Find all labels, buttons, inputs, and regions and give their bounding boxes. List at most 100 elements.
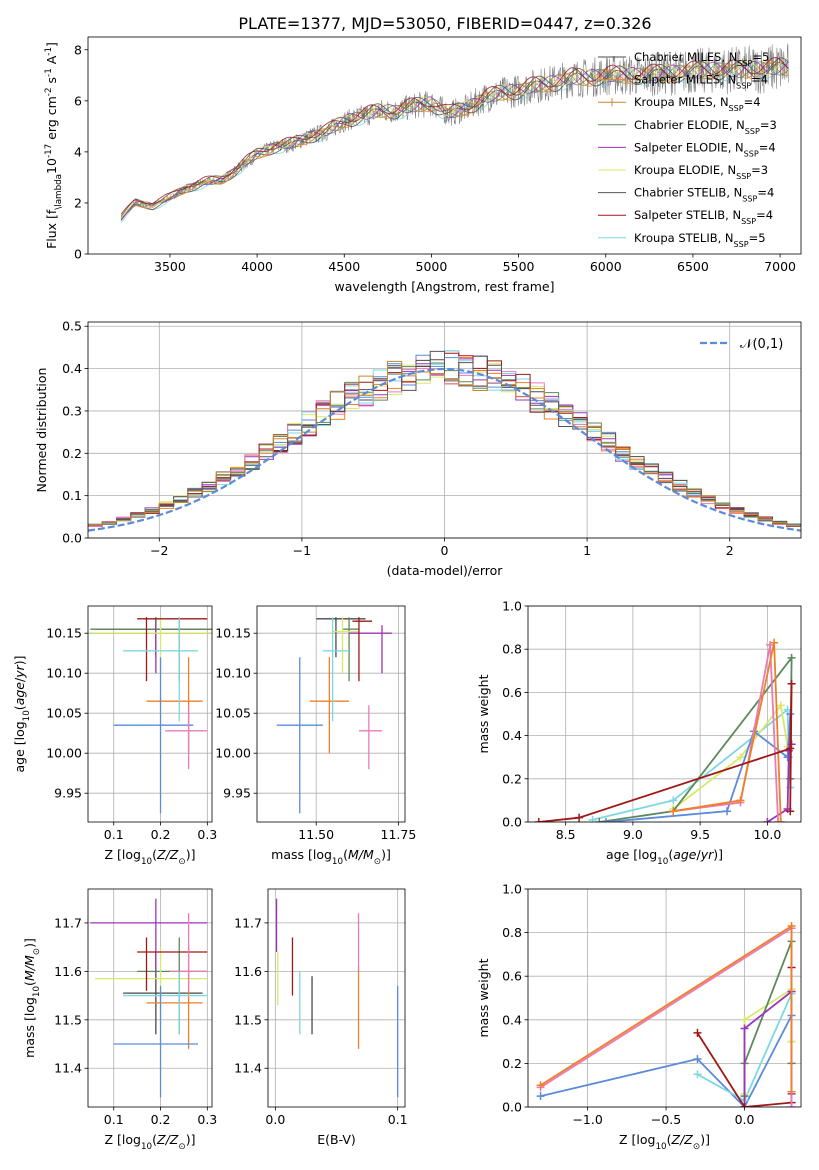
y-tick-label: 0.3 [62, 403, 82, 418]
panel-spectrum: 3500 4000 4500 5000 5500 6000 6500 7000 0 2 4 6 8 wav… [44, 36, 802, 294]
y-axis-label: mass weight [476, 674, 491, 753]
y-tick-label: 0.2 [502, 1056, 522, 1071]
panel-weight_vs_Z: −1.0 −0.5 0.0 0.0 0.2 0.4 0.6 0.8 1.0 Z [log10(Z/… [476, 882, 802, 1152]
y-axis-label: mass [log10(M/M⊙)] [22, 938, 42, 1058]
y-tick-label: 0.2 [502, 771, 522, 786]
panels: 3500 4000 4500 5000 5500 6000 6500 7000 0 2 4 6 8 wav… [12, 36, 802, 1152]
mass-weight-marker [740, 1024, 749, 1033]
plot-area [88, 350, 801, 532]
x-tick-label: 4000 [241, 259, 273, 274]
mass-weight-line [673, 642, 782, 822]
mass-weight-marker [723, 807, 732, 816]
model-spectrum-line [120, 57, 789, 215]
mass-weight-marker [787, 1087, 796, 1096]
axes-frame [256, 605, 406, 823]
grid [88, 606, 212, 822]
x-tick-label: 0.3 [197, 1112, 217, 1127]
axes-frame [87, 605, 213, 823]
panel-age_vs_Z: 0.1 0.2 0.3 9.95 10.00 10.05 10.10 10.15 Z [log1… [12, 605, 217, 867]
y-tick-label: 0.0 [502, 815, 522, 830]
y-tick-label: 10.05 [215, 706, 251, 721]
mass-weight-marker [693, 1070, 702, 1079]
y-tick-label: 0.8 [502, 642, 522, 657]
legend-entry: Kroupa STELIB, NSSP=5 [634, 231, 766, 249]
mass-weight-marker [776, 818, 785, 822]
mass-weight-marker [575, 813, 584, 822]
plot-area [534, 638, 796, 822]
mass-weight-marker [536, 1081, 545, 1090]
x-tick-label: 5500 [503, 259, 535, 274]
x-tick-label: 5000 [416, 259, 448, 274]
y-tick-label: 4 [74, 144, 82, 159]
y-tick-label: 10.15 [46, 626, 82, 641]
y-tick-label: 10.10 [46, 666, 82, 681]
plot-area [120, 43, 789, 223]
mass-weight-line [673, 644, 779, 822]
y-tick-label: 6 [74, 93, 82, 108]
legend-entry: Chabrier MILES, NSSP=5 [634, 50, 769, 68]
x-tick-label: 0.3 [197, 827, 217, 842]
axes-frame [87, 321, 802, 539]
y-tick-label: 0.1 [62, 488, 82, 503]
mass-weight-marker [786, 744, 795, 753]
y-tick-label: 10.00 [46, 746, 82, 761]
y-tick-label: 1.0 [502, 599, 522, 614]
x-tick-label: 2 [726, 543, 734, 558]
y-tick-label: 11.6 [234, 964, 262, 979]
x-tick-label: 6000 [590, 259, 622, 274]
y-axis-label: Normed distribution [34, 368, 49, 493]
grid [88, 889, 212, 1107]
y-tick-label: 0.0 [502, 1100, 522, 1115]
x-tick-label: 0.0 [735, 1112, 755, 1127]
y-tick-label: 9.95 [223, 786, 251, 801]
x-axis-label: wavelength [Angstrom, rest frame] [334, 279, 554, 294]
model-spectrum-line [120, 61, 789, 219]
x-axis-label: age [log10(age/yr)] [606, 847, 723, 867]
mass-weight-marker [786, 807, 795, 816]
y-tick-label: 8 [74, 42, 82, 57]
mass-weight-line [538, 683, 793, 822]
x-tick-label: −0.5 [651, 1112, 681, 1127]
x-tick-label: 6500 [677, 259, 709, 274]
mass-weight-marker [693, 1055, 702, 1064]
mass-weight-marker [787, 922, 796, 931]
y-axis-label: age [log10(age/yr)] [12, 655, 32, 772]
plot-area [276, 617, 392, 814]
legend-entry: Salpeter STELIB, NSSP=4 [634, 208, 773, 226]
y-tick-label: 0.2 [62, 446, 82, 461]
mass-weight-marker [595, 818, 604, 822]
legend-entry: Salpeter ELODIE, NSSP=4 [634, 140, 776, 158]
legend-entry: Kroupa MILES, NSSP=4 [634, 95, 761, 113]
x-tick-label: 11.75 [381, 827, 417, 842]
x-tick-label: 0.0 [265, 1112, 285, 1127]
y-tick-label: 10.00 [215, 746, 251, 761]
x-tick-label: −1.0 [572, 1112, 602, 1127]
panel-age_vs_mass: 11.50 11.75 9.95 10.00 10.05 10.10 10.15 mass [… [215, 605, 417, 867]
mass-weight-marker [736, 796, 745, 805]
x-axis-label: mass [log10(M/M⊙)] [271, 847, 391, 867]
mass-weight-line [540, 1014, 793, 1107]
x-tick-label: 0 [441, 543, 449, 558]
model-spectrum-line [120, 61, 789, 219]
mass-weight-marker [588, 815, 597, 822]
x-axis-label: (data-model)/error [387, 563, 504, 578]
mass-weight-marker [669, 807, 678, 816]
x-tick-label: 1 [583, 543, 591, 558]
legend-entry: Chabrier ELODIE, NSSP=3 [634, 118, 777, 136]
panel-mass_vs_Z: 0.1 0.2 0.3 11.4 11.5 11.6 11.7 Z [log10(Z/Z⊙)]… [22, 888, 217, 1152]
mass-weight-line [743, 987, 793, 1094]
axes-frame [87, 888, 213, 1108]
x-tick-label: −2 [150, 543, 168, 558]
x-tick-label: 10.0 [753, 827, 781, 842]
legend-entry: 𝒩(0,1) [740, 337, 783, 352]
y-tick-label: 11.4 [54, 1061, 82, 1076]
y-tick-label: 11.4 [234, 1061, 262, 1076]
x-axis-label: Z [log10(Z/Z⊙)] [619, 1132, 710, 1152]
legend-entry: Salpeter MILES, NSSP=4 [634, 73, 768, 91]
y-tick-label: 0.4 [62, 361, 82, 376]
mass-weight-line [743, 940, 793, 1097]
plot-area [90, 617, 212, 814]
x-tick-label: 8.5 [556, 827, 576, 842]
x-tick-label: 11.50 [298, 827, 334, 842]
residual-histogram [88, 360, 801, 528]
